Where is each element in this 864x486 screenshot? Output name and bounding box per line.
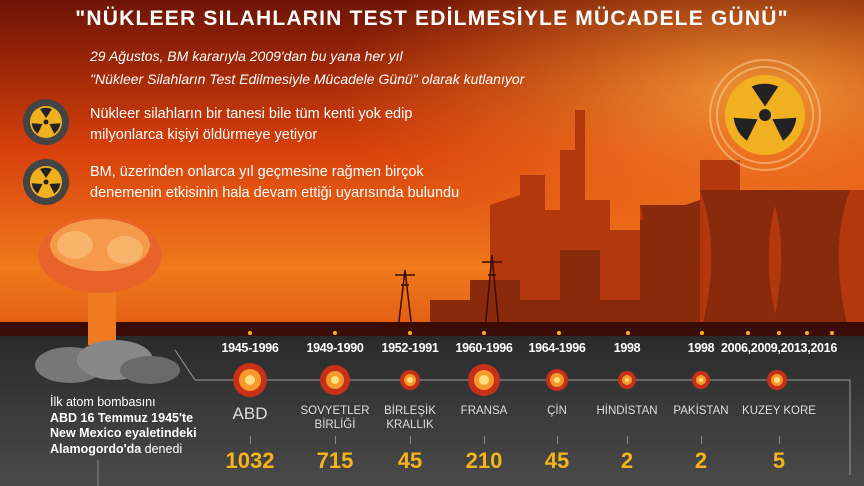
country-name-line: KUZEY KORE [742, 405, 816, 417]
country-name-line: FRANSA [460, 405, 508, 417]
divider-tick [335, 436, 336, 444]
bullet-1-line-1: Nükleer silahların bir tanesi bile tüm k… [90, 106, 413, 122]
country-name-line: BİRLEŞİK [384, 405, 436, 417]
first-test-line-3: New Mexico eyaletindeki [50, 426, 197, 440]
nuclear-glow-rings [709, 59, 821, 171]
country-name-line: HİNDİSTAN [596, 405, 658, 417]
country-name-line: KRALLIK [386, 419, 434, 431]
country-name-line: ÇİN [547, 405, 567, 417]
bullet-2-line-2: denemenin etkisinin hala devam ettiği uy… [90, 185, 460, 201]
divider-tick [779, 436, 780, 444]
first-test-note: İlk atom bombasını ABD 16 Temmuz 1945'te… [50, 395, 197, 457]
test-count: 45 [544, 448, 570, 473]
divider-tick [627, 436, 628, 444]
country-name: ÇİN [547, 404, 567, 418]
radiation-icon [23, 159, 69, 205]
page-title: "NÜKLEER SILAHLARIN TEST EDİLMESİYLE MÜC… [75, 7, 789, 30]
country-name: SOVYETLER BİRLİĞİ [300, 404, 369, 432]
test-count: 715 [316, 448, 354, 473]
divider-tick [410, 436, 411, 444]
test-count: 1032 [225, 448, 275, 473]
country-name-line: ABD [232, 404, 268, 423]
country-name-line: BİRLİĞİ [314, 419, 356, 431]
divider-tick [484, 436, 485, 444]
test-years: 1952-1991 [381, 341, 439, 355]
divider-tick [250, 436, 251, 444]
test-years: 2006,2009,2013,2016 [721, 341, 837, 355]
test-years: 1945-1996 [221, 341, 279, 355]
test-years: 1998 [687, 341, 715, 355]
first-test-place: Alamogordo'da [50, 441, 142, 456]
test-count: 210 [465, 448, 503, 473]
country-name: KUZEY KORE [742, 404, 816, 418]
test-years: 1949-1990 [306, 341, 364, 355]
country-name-line: SOVYETLER [300, 405, 370, 417]
first-test-line-2: ABD 16 Temmuz 1945'te [50, 410, 194, 425]
mushroom-cloud [35, 217, 180, 384]
first-test-line-1: İlk atom bombasını [50, 395, 156, 409]
radiation-icon [23, 99, 69, 145]
country-name: ABD [232, 404, 268, 423]
country-name-line: PAKİSTAN [673, 405, 729, 417]
test-years: 1960-1996 [455, 341, 513, 355]
first-test-line-4: denedi [141, 441, 183, 456]
test-count: 2 [620, 448, 634, 473]
test-count: 2 [694, 448, 708, 473]
explosion-icons [233, 363, 787, 397]
bullet-2: BM, üzerinden onlarca yıl geçmesine rağm… [90, 162, 459, 204]
bullet-2-line-1: BM, üzerinden onlarca yıl geçmesine rağm… [90, 164, 424, 180]
country-name: PAKİSTAN [673, 404, 728, 418]
bullet-1-line-2: milyonlarca kişiyi öldürmeye yetiyor [90, 127, 318, 143]
timeline-line [174, 349, 851, 475]
subtitle-line-2: "Nükleer Silahların Test Edilmesiyle Müc… [90, 71, 525, 87]
test-count: 5 [772, 448, 786, 473]
country-name: BİRLEŞİK KRALLIK [384, 404, 436, 432]
divider-tick [557, 436, 558, 444]
test-count: 45 [397, 448, 423, 473]
power-pylons [395, 254, 502, 331]
test-years: 1964-1996 [528, 341, 586, 355]
subtitle-line-1: 29 Ağustos, BM kararıyla 2009'dan bu yan… [90, 48, 403, 64]
test-years: 1998 [613, 341, 641, 355]
bullet-1: Nükleer silahların bir tanesi bile tüm k… [90, 104, 412, 146]
country-name: FRANSA [461, 404, 508, 418]
year-dots [248, 331, 834, 335]
country-name: HİNDİSTAN [596, 404, 657, 418]
divider-tick [701, 436, 702, 444]
